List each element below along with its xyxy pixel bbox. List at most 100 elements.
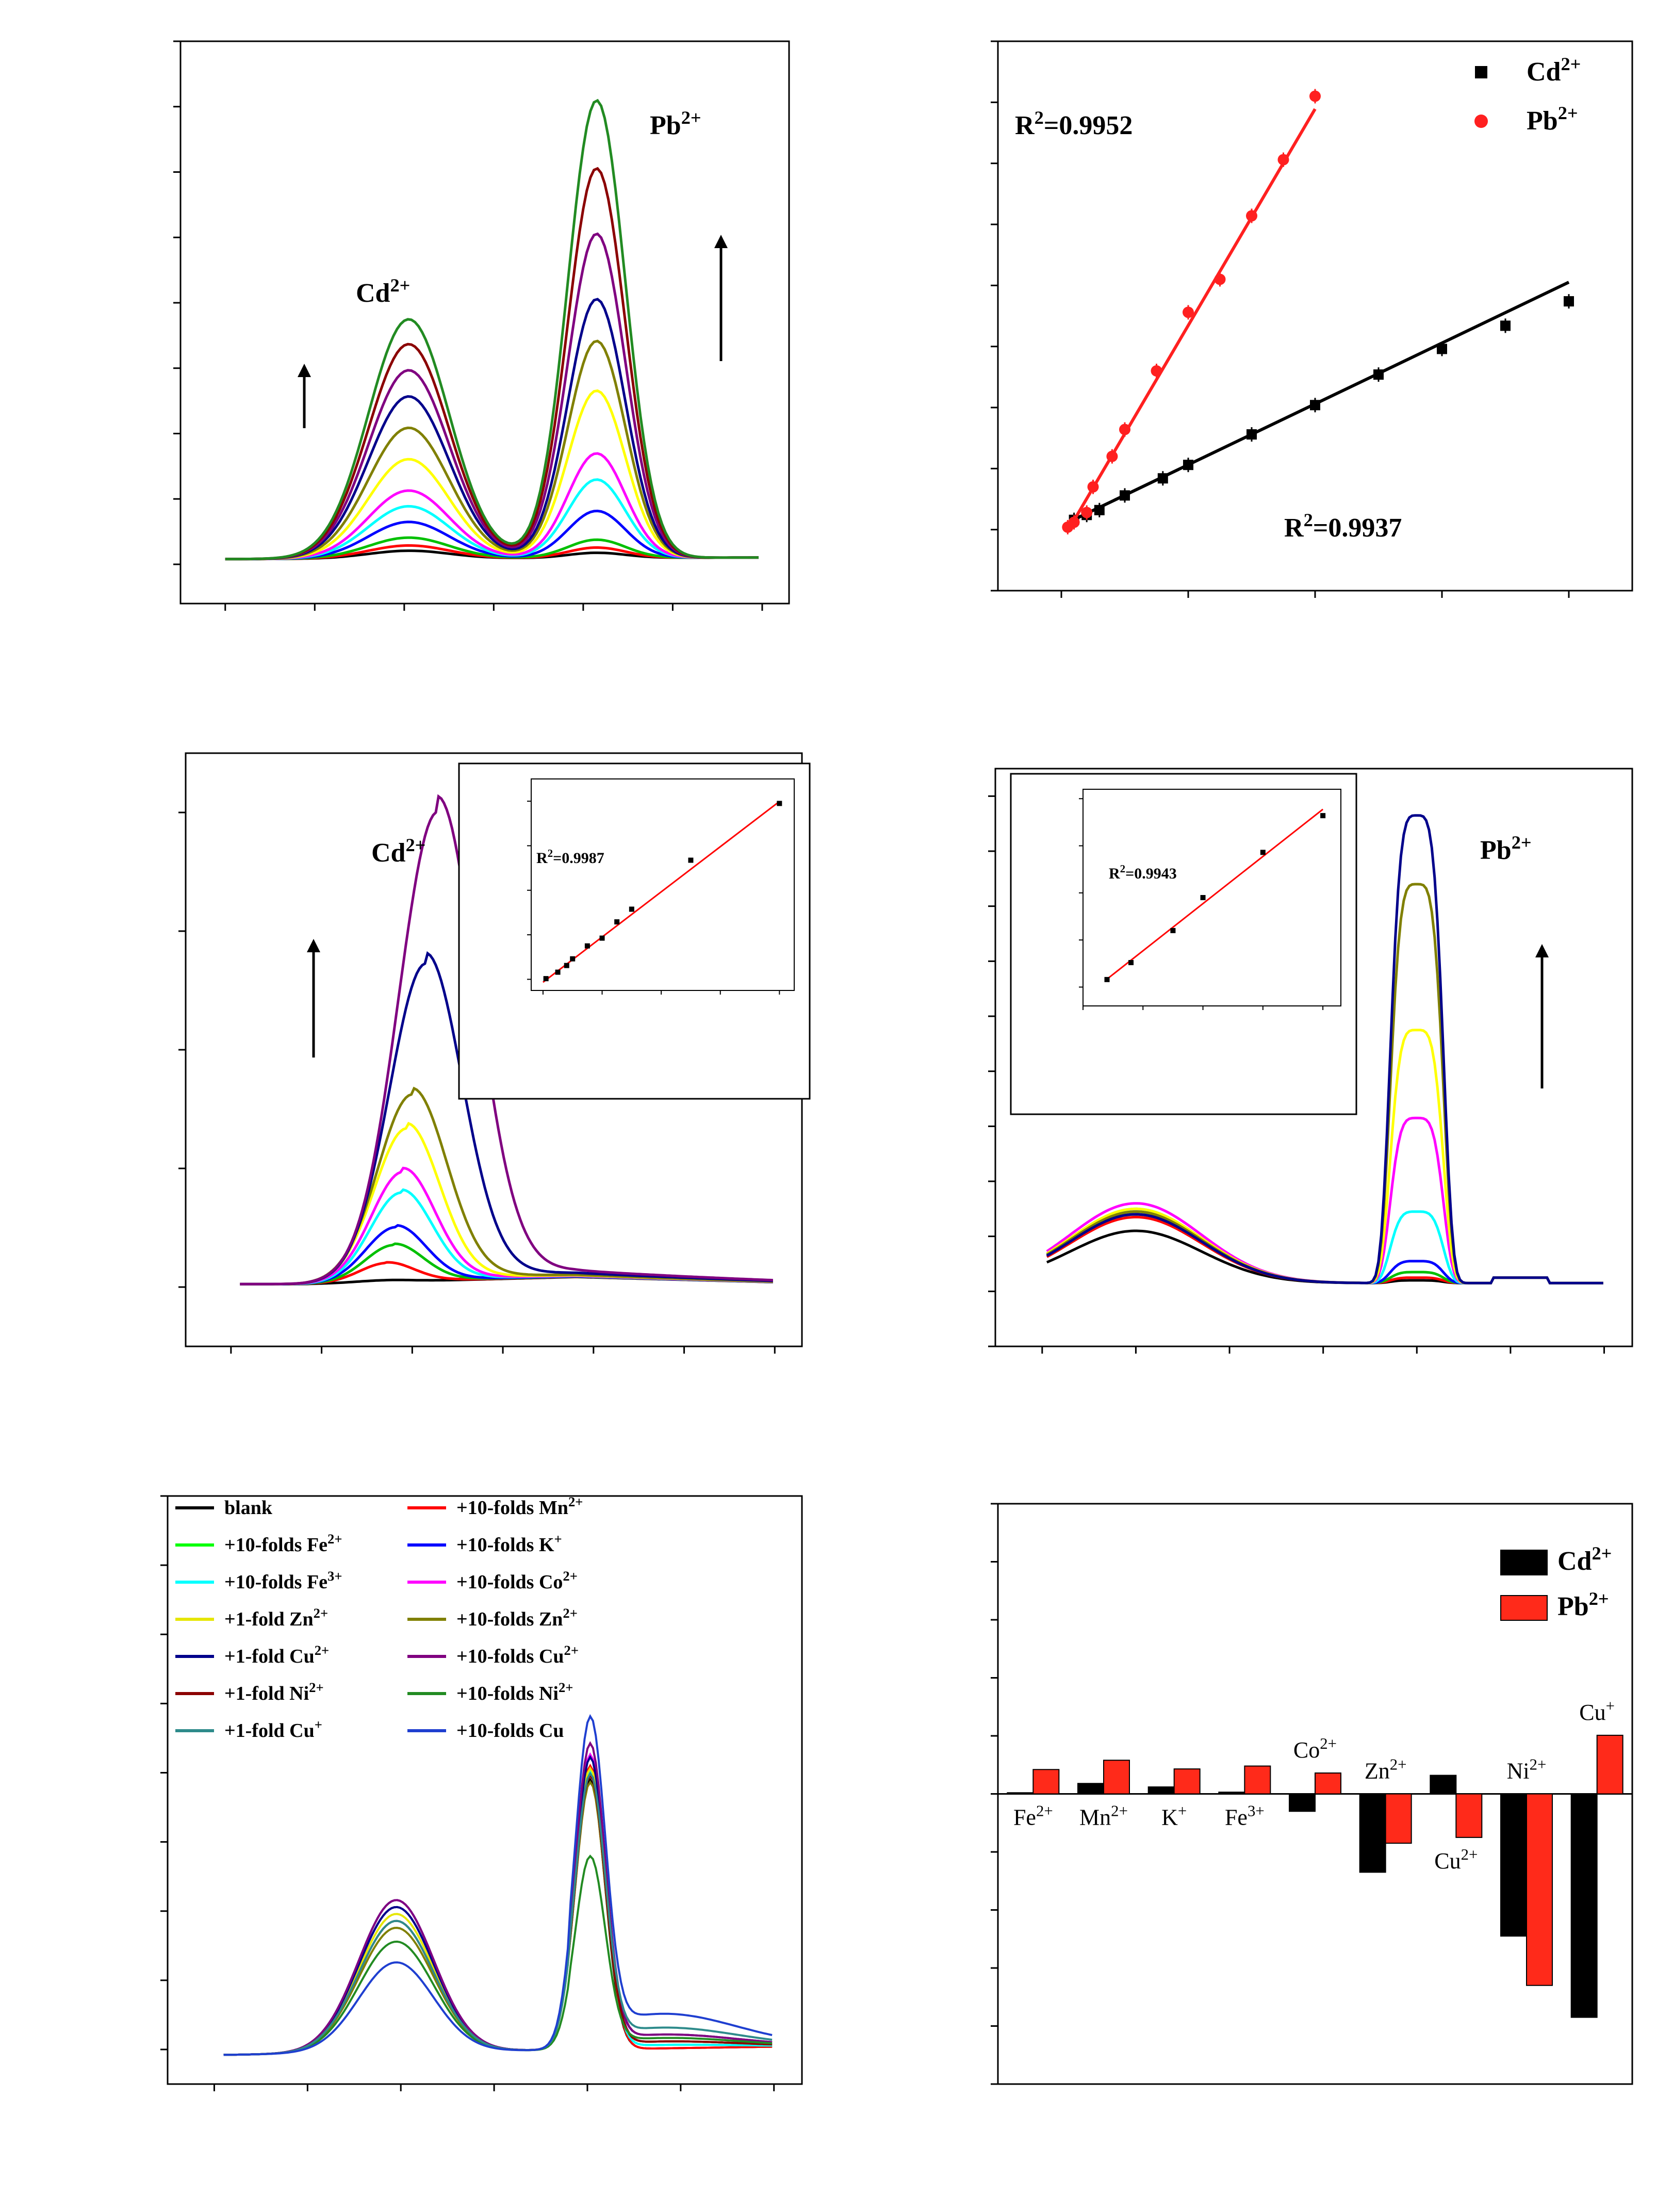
inset-data-point [599, 935, 605, 941]
category-label: Fe3+ [1225, 1802, 1265, 1830]
inset-data-point [570, 956, 576, 962]
series-curve [1046, 1213, 1603, 1284]
legend-label: +10-folds Fe2+ [224, 1531, 342, 1556]
pb-fit-r2: R2=0.9952 [1015, 107, 1133, 140]
inset-data-point [1320, 813, 1326, 819]
data-point [1151, 365, 1162, 377]
data-point [1087, 481, 1099, 493]
series-curve [240, 1166, 773, 1286]
inset-r2: R2=0.9987 [536, 847, 604, 867]
series-curve [225, 298, 759, 561]
legend-label: +10-folds Co2+ [456, 1568, 578, 1593]
series-curve [1046, 814, 1603, 1284]
series-curve [223, 1768, 773, 2056]
category-label: Ni2+ [1507, 1756, 1547, 1784]
plot-frame [994, 768, 1633, 1347]
arrow-head [307, 939, 320, 952]
category-label: Mn2+ [1079, 1802, 1128, 1830]
category-label: Zn2+ [1365, 1756, 1407, 1784]
series-curve [223, 1773, 773, 2056]
legend-label: +10-folds Cu2+ [456, 1642, 579, 1667]
arrow-head [714, 235, 728, 248]
panel-e: blank +10-folds Mn2+ +10-folds Fe2+ +10-fol… [160, 1494, 803, 2091]
series-curve [223, 1855, 773, 2056]
inset-data-point [629, 906, 634, 912]
panel-f: Cd2+ Pb2+ Fe2+ Mn2+ K+ Fe3+ Co2+ Zn2+ Cu2+ Ni2+ Cu… [991, 1503, 1633, 2085]
bar [1359, 1793, 1386, 1873]
inset-data-point [564, 963, 569, 968]
series-curve [223, 1763, 773, 2056]
legend-label: +10-folds K+ [456, 1531, 562, 1556]
bar [1570, 1793, 1598, 2018]
data-point [1500, 320, 1511, 331]
legend-label: Cd2+ [1527, 54, 1581, 87]
series-curve [223, 1755, 773, 2056]
plot-frame [167, 1495, 803, 2085]
inset-data-point [1128, 960, 1134, 965]
series-curve [223, 1714, 773, 2056]
series-curve [223, 1771, 773, 2056]
series-curve [223, 1777, 773, 2056]
data-point [1157, 473, 1168, 484]
arrow-head [1535, 944, 1549, 957]
inset-data-point [614, 919, 620, 925]
bar [1430, 1775, 1457, 1795]
inset-data-point [777, 801, 782, 806]
ion-label: Pb2+ [1480, 832, 1532, 865]
legend-swatch [1500, 1595, 1548, 1621]
bar [1500, 1793, 1527, 1937]
arrow-head [298, 364, 311, 377]
inset-data-point [1200, 895, 1206, 900]
data-point [1246, 429, 1257, 440]
legend-label: +10-folds Cu [456, 1720, 564, 1742]
legend-label: +1-fold Zn2+ [224, 1605, 328, 1630]
bar [1244, 1765, 1271, 1795]
legend-label: +1-fold Ni2+ [224, 1680, 324, 1704]
series-curve [240, 1121, 773, 1286]
legend-marker [1474, 115, 1488, 128]
legend-label: Pb2+ [1557, 1588, 1609, 1621]
category-label: Co2+ [1293, 1735, 1337, 1763]
series-curve [1046, 1210, 1603, 1284]
series-curve [1046, 1207, 1603, 1284]
inset-data-point [543, 976, 549, 982]
data-point [1277, 154, 1289, 166]
legend-label: +1-fold Cu2+ [224, 1642, 329, 1667]
plot-frame [179, 40, 790, 605]
cd-ion-label: Cd2+ [356, 275, 410, 308]
bar [1385, 1793, 1412, 1844]
data-point [1437, 344, 1447, 354]
cd-fit-r2: R2=0.9937 [1284, 510, 1402, 543]
data-point [1183, 460, 1193, 470]
inset-frame [1082, 789, 1341, 1006]
legend-label: +1-fold Cu+ [224, 1717, 322, 1742]
legend-marker [1475, 66, 1487, 78]
legend-label: +10-folds Fe3+ [224, 1568, 342, 1593]
legend-label: blank [224, 1497, 273, 1519]
series-curve [223, 1766, 773, 2056]
series-curve [240, 794, 773, 1286]
legend-label: Pb2+ [1527, 103, 1578, 136]
category-label: Cu2+ [1434, 1846, 1478, 1874]
data-point [1119, 424, 1130, 435]
panel-c: Cd2+ R2=0.9987 [178, 752, 811, 1354]
legend-swatch [1500, 1550, 1548, 1575]
bar [1007, 1792, 1034, 1795]
fit-line [1073, 281, 1570, 521]
pb-ion-label: Pb2+ [650, 107, 701, 140]
data-point [1120, 490, 1130, 501]
legend-label: +10-folds Zn2+ [456, 1605, 578, 1630]
data-point [1106, 450, 1118, 462]
data-point [1564, 296, 1574, 307]
bar [1218, 1792, 1245, 1795]
bar [1289, 1793, 1316, 1812]
bar [1596, 1734, 1623, 1795]
bar [1147, 1786, 1175, 1795]
series-curve [240, 1086, 773, 1286]
series-curve [1046, 1229, 1603, 1284]
inset-data-point [555, 969, 561, 975]
bar [1315, 1772, 1341, 1795]
bar [1455, 1793, 1483, 1838]
data-point [1081, 507, 1093, 518]
